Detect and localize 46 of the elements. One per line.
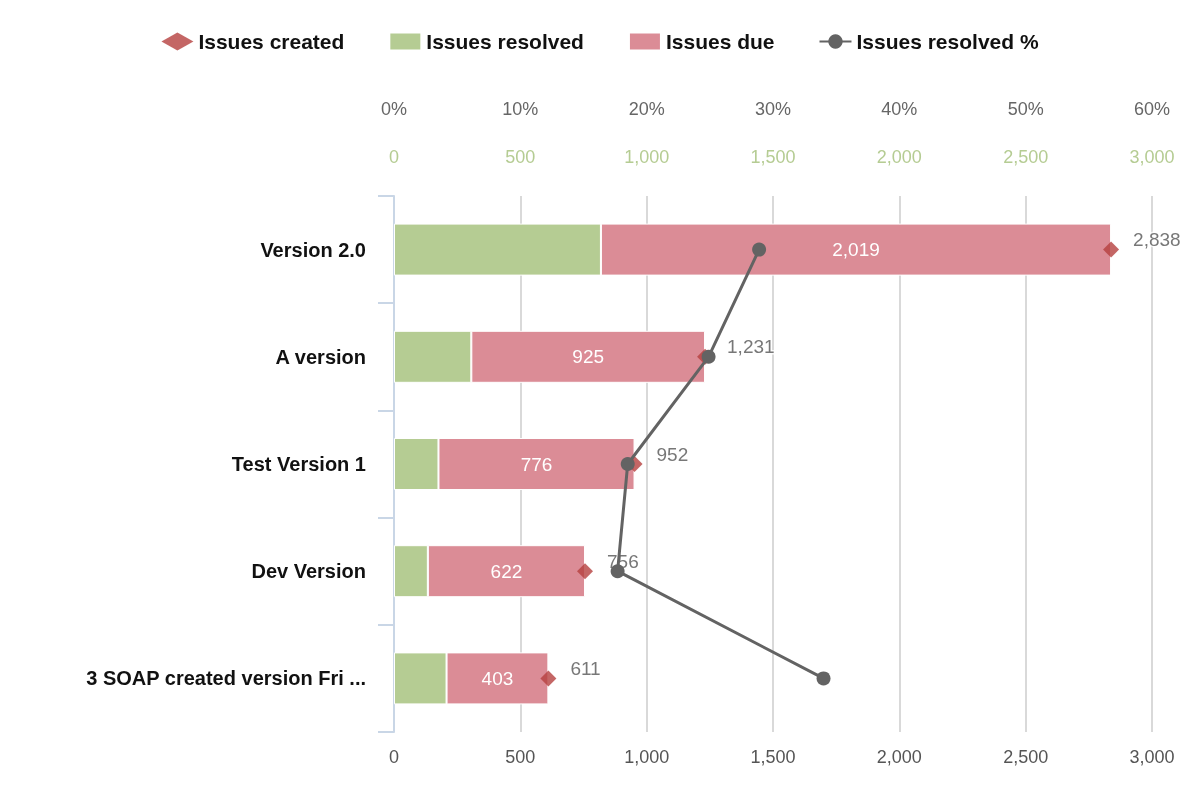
data-label: 2,838 xyxy=(1133,229,1181,251)
x2-tick-label: 60% xyxy=(1133,99,1171,119)
x2-tick-label: 10% xyxy=(502,99,539,119)
x-tick-label: 0 xyxy=(388,747,400,767)
x2-tick-label: 20% xyxy=(628,99,665,119)
legend-label: Issues resolved % xyxy=(856,30,1039,53)
text: 1,000 xyxy=(624,147,670,167)
data-label: 1,231 xyxy=(727,336,775,358)
data-label: 925 xyxy=(572,346,605,368)
point xyxy=(620,457,635,471)
x-tick-label: 500 xyxy=(505,747,536,767)
y-tick-label: Dev Version xyxy=(251,560,366,583)
x-tick-label: 2,500 xyxy=(1003,747,1049,767)
point xyxy=(752,242,767,257)
data-label: 403 xyxy=(481,667,514,689)
point xyxy=(577,563,594,580)
text: 500 xyxy=(505,147,536,167)
data-label: 952 xyxy=(656,443,689,465)
x2-tick-label: 40% xyxy=(881,99,918,119)
point xyxy=(701,349,716,364)
data-label: 622 xyxy=(490,560,523,582)
x2-tick-label: 30% xyxy=(754,99,792,119)
legend-label: Issues resolved xyxy=(426,30,584,53)
data-label: 776 xyxy=(520,453,553,475)
point xyxy=(1103,241,1120,258)
x-tick-label: 1,500 xyxy=(750,747,796,767)
x-tick-label: 1,000 xyxy=(624,747,670,767)
y-tick-label: 3 SOAP created version Fri ... xyxy=(86,667,366,690)
y-tick-label: Version 2.0 xyxy=(260,238,366,261)
legend-label: Issues due xyxy=(665,30,775,53)
data-label: 611 xyxy=(570,657,601,679)
text: 1,500 xyxy=(750,147,796,167)
point xyxy=(816,671,831,686)
text: 2,500 xyxy=(1003,147,1049,167)
text: 0 xyxy=(388,147,400,167)
x2-tick-label: 50% xyxy=(1007,99,1044,119)
legend-label: Issues created xyxy=(198,30,345,53)
x-tick-label: 2,000 xyxy=(876,747,922,767)
x2-tick-label: 0% xyxy=(380,99,408,119)
y-tick-label: A version xyxy=(275,345,366,368)
text: 3,000 xyxy=(1129,147,1175,167)
text: 2,000 xyxy=(876,147,922,167)
data-label: 2,019 xyxy=(832,239,880,261)
point xyxy=(540,670,557,687)
y-tick-label: Test Version 1 xyxy=(231,453,366,475)
x-tick-label: 3,000 xyxy=(1129,747,1175,767)
